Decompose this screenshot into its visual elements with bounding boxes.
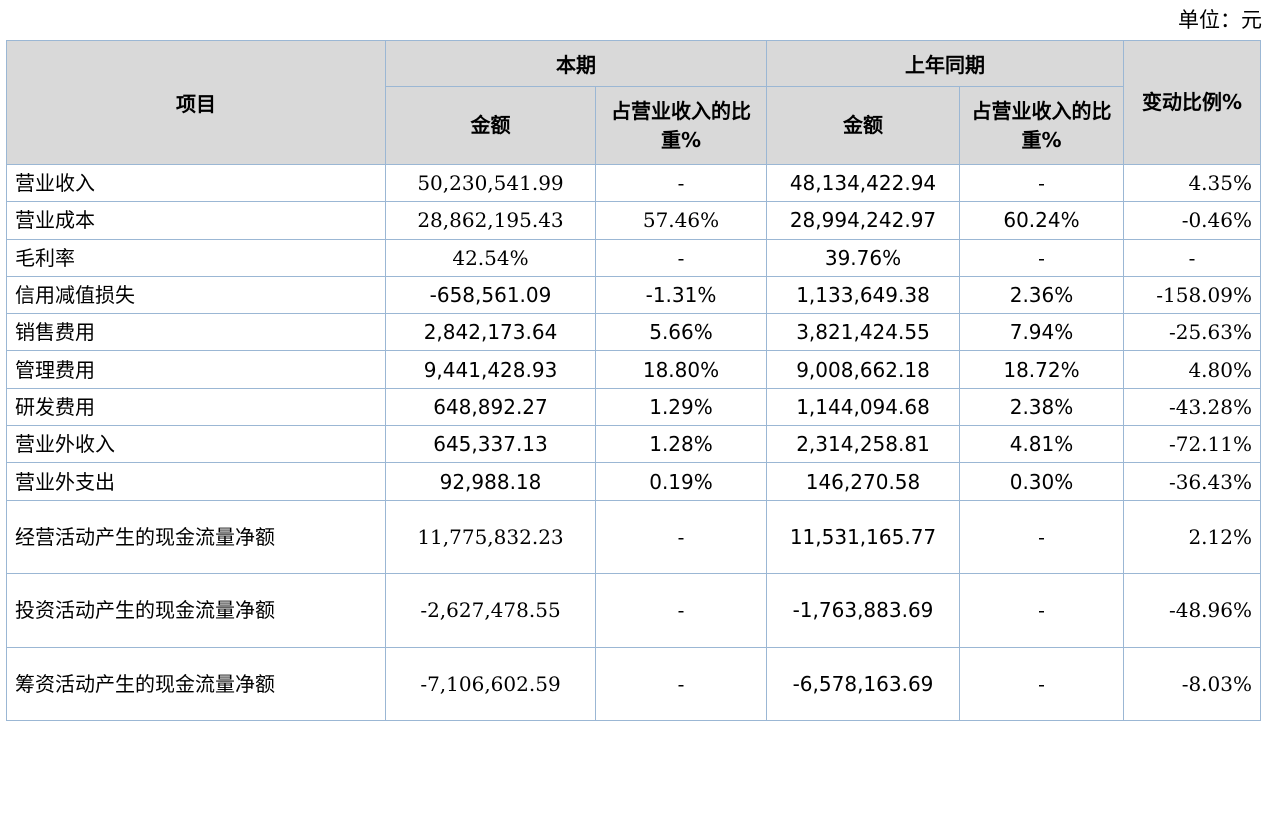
prior-share-cell: 18.72% [959, 350, 1124, 389]
change-ratio-cell: -0.46% [1123, 201, 1261, 240]
prior-amount-cell: 146,270.58 [766, 462, 960, 501]
current-amount-cell: 50,230,541.99 [385, 163, 596, 203]
prior-amount-cell: 28,994,242.97 [766, 201, 960, 240]
table-row: 毛利率 42.54% - 39.76% - - [6, 238, 1261, 277]
row-item-label: 筹资活动产生的现金流量净额 [6, 646, 386, 722]
row-item-label: 研发费用 [6, 387, 386, 427]
current-amount-cell: 9,441,428.93 [385, 350, 596, 389]
current-amount-cell: 645,337.13 [385, 425, 596, 464]
prior-share-cell: - [959, 238, 1124, 277]
current-share-cell: 1.28% [595, 425, 767, 464]
prior-share-cell: 2.38% [959, 387, 1124, 427]
financial-table: 项目 本期 上年同期 变动比例% 金额 占营业收入的比重% 金额 占营业收入的比… [6, 40, 1261, 722]
table-row: 管理费用 9,441,428.93 18.80% 9,008,662.18 18… [6, 350, 1261, 389]
row-item-label: 经营活动产生的现金流量净额 [6, 499, 386, 575]
prior-amount-cell: 48,134,422.94 [766, 163, 960, 203]
header-change-ratio: 变动比例% [1123, 40, 1261, 165]
header-prior-period: 上年同期 [766, 40, 1124, 87]
current-amount-cell: 92,988.18 [385, 462, 596, 501]
table-row: 营业成本 28,862,195.43 57.46% 28,994,242.97 … [6, 201, 1261, 240]
row-item-label: 营业外支出 [6, 462, 386, 501]
prior-share-cell: 7.94% [959, 313, 1124, 352]
current-amount-cell: -2,627,478.55 [385, 573, 596, 648]
table-row: 研发费用 648,892.27 1.29% 1,144,094.68 2.38%… [6, 387, 1261, 427]
prior-share-cell: 60.24% [959, 201, 1124, 240]
header-current-period: 本期 [385, 40, 767, 87]
prior-share-cell: 0.30% [959, 462, 1124, 501]
prior-amount-cell: 39.76% [766, 238, 960, 277]
change-ratio-cell: 2.12% [1123, 499, 1261, 575]
prior-share-cell: - [959, 646, 1124, 722]
prior-amount-cell: 1,144,094.68 [766, 387, 960, 427]
row-item-label: 投资活动产生的现金流量净额 [6, 573, 386, 648]
current-amount-cell: 2,842,173.64 [385, 313, 596, 352]
header-prior-share: 占营业收入的比重% [959, 86, 1124, 165]
row-item-label: 销售费用 [6, 313, 386, 352]
change-ratio-cell: 4.80% [1123, 350, 1261, 389]
change-ratio-cell: -43.28% [1123, 387, 1261, 427]
current-amount-cell: 42.54% [385, 238, 596, 277]
table-row: 信用减值损失 -658,561.09 -1.31% 1,133,649.38 2… [6, 275, 1261, 315]
prior-share-cell: - [959, 573, 1124, 648]
table-row: 投资活动产生的现金流量净额 -2,627,478.55 - -1,763,883… [6, 573, 1261, 648]
prior-share-cell: 4.81% [959, 425, 1124, 464]
prior-amount-cell: -6,578,163.69 [766, 646, 960, 722]
row-item-label: 营业外收入 [6, 425, 386, 464]
row-item-label: 管理费用 [6, 350, 386, 389]
current-amount-cell: -658,561.09 [385, 275, 596, 315]
row-item-label: 营业成本 [6, 201, 386, 240]
change-ratio-cell: -8.03% [1123, 646, 1261, 722]
current-share-cell: -1.31% [595, 275, 767, 315]
header-prior-amount: 金额 [766, 86, 960, 165]
change-ratio-cell: -25.63% [1123, 313, 1261, 352]
table-row: 营业外支出 92,988.18 0.19% 146,270.58 0.30% -… [6, 462, 1261, 501]
prior-amount-cell: 9,008,662.18 [766, 350, 960, 389]
current-share-cell: 1.29% [595, 387, 767, 427]
change-ratio-cell: -48.96% [1123, 573, 1261, 648]
row-item-label: 信用减值损失 [6, 275, 386, 315]
prior-amount-cell: 1,133,649.38 [766, 275, 960, 315]
table-row: 销售费用 2,842,173.64 5.66% 3,821,424.55 7.9… [6, 313, 1261, 352]
change-ratio-cell: - [1123, 238, 1261, 277]
prior-share-cell: - [959, 499, 1124, 575]
current-amount-cell: -7,106,602.59 [385, 646, 596, 722]
current-amount-cell: 648,892.27 [385, 387, 596, 427]
table-row: 筹资活动产生的现金流量净额 -7,106,602.59 - -6,578,163… [6, 646, 1261, 722]
current-share-cell: - [595, 499, 767, 575]
prior-amount-cell: 3,821,424.55 [766, 313, 960, 352]
current-share-cell: 0.19% [595, 462, 767, 501]
table-row: 营业外收入 645,337.13 1.28% 2,314,258.81 4.81… [6, 425, 1261, 464]
unit-label: 单位：元 [1178, 8, 1262, 32]
current-share-cell: - [595, 646, 767, 722]
header-current-share: 占营业收入的比重% [595, 86, 767, 165]
current-share-cell: - [595, 573, 767, 648]
table-row: 营业收入 50,230,541.99 - 48,134,422.94 - 4.3… [6, 163, 1261, 203]
prior-amount-cell: 2,314,258.81 [766, 425, 960, 464]
header-current-amount: 金额 [385, 86, 596, 165]
current-share-cell: 18.80% [595, 350, 767, 389]
current-share-cell: 5.66% [595, 313, 767, 352]
current-amount-cell: 11,775,832.23 [385, 499, 596, 575]
current-amount-cell: 28,862,195.43 [385, 201, 596, 240]
header-item: 项目 [6, 40, 386, 165]
row-item-label: 毛利率 [6, 238, 386, 277]
row-item-label: 营业收入 [6, 163, 386, 203]
table-row: 经营活动产生的现金流量净额 11,775,832.23 - 11,531,165… [6, 499, 1261, 575]
change-ratio-cell: 4.35% [1123, 163, 1261, 203]
current-share-cell: - [595, 163, 767, 203]
change-ratio-cell: -158.09% [1123, 275, 1261, 315]
prior-share-cell: 2.36% [959, 275, 1124, 315]
prior-share-cell: - [959, 163, 1124, 203]
change-ratio-cell: -36.43% [1123, 462, 1261, 501]
prior-amount-cell: 11,531,165.77 [766, 499, 960, 575]
current-share-cell: 57.46% [595, 201, 767, 240]
current-share-cell: - [595, 238, 767, 277]
prior-amount-cell: -1,763,883.69 [766, 573, 960, 648]
change-ratio-cell: -72.11% [1123, 425, 1261, 464]
